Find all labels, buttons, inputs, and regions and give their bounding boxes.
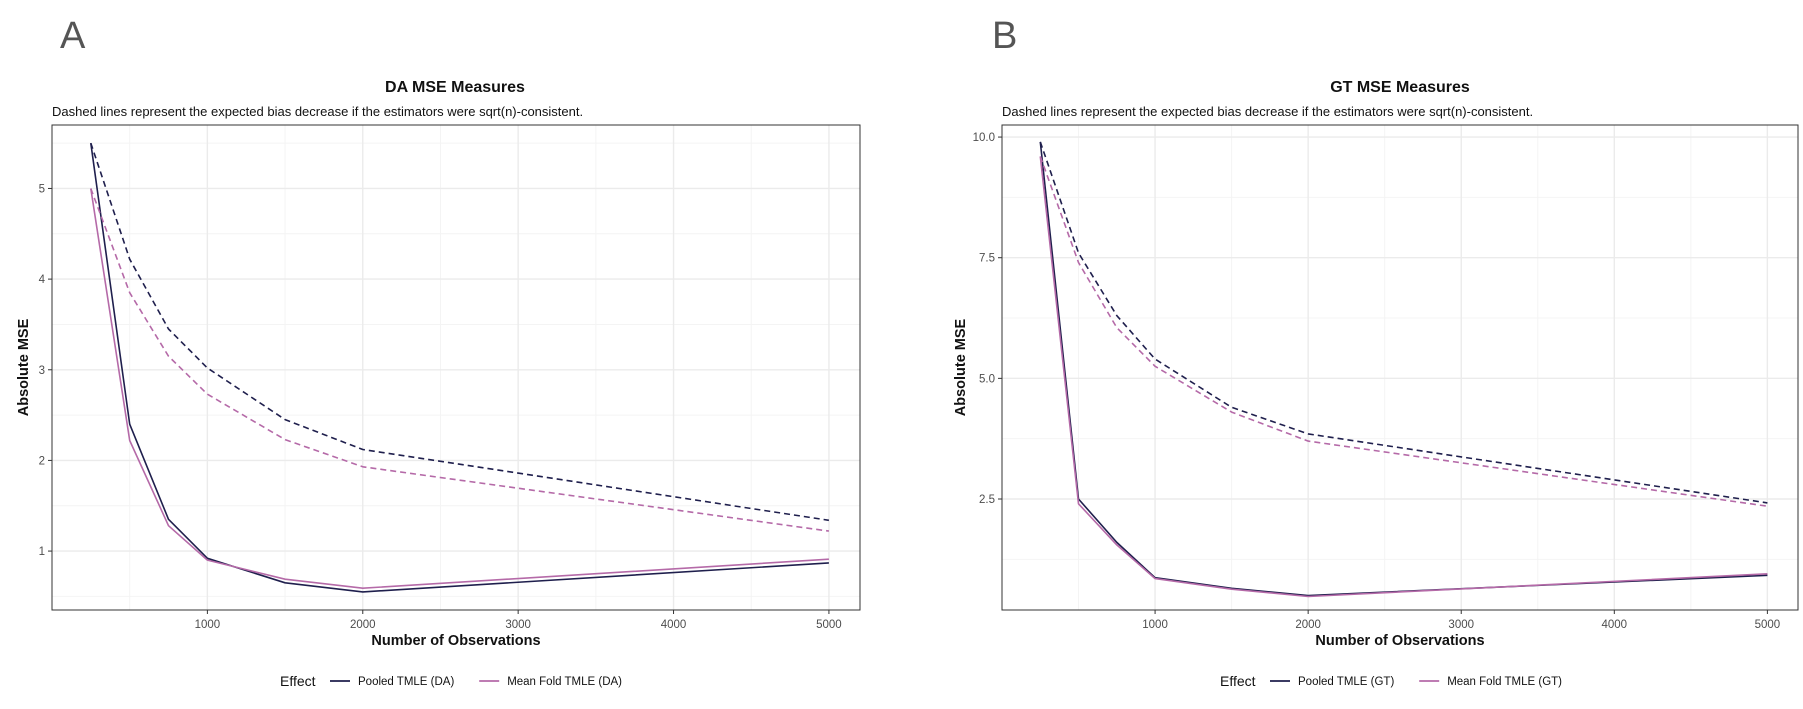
panel-a: A DA MSE Measures Dashed lines represent t… — [16, 15, 861, 689]
x-tick-label: 3000 — [505, 619, 531, 631]
chart-subtitle: Dashed lines represent the expected bias… — [1002, 104, 1533, 119]
legend-entry: Pooled TMLE (DA) — [358, 676, 454, 688]
series-line-solid-pooled — [90, 142, 829, 593]
panel-b: B GT MSE Measures Dashed lines represent t… — [953, 15, 1799, 689]
y-tick-label: 5 — [39, 183, 45, 195]
y-tick-label: 10.0 — [973, 132, 995, 144]
chart-title: GT MSE Measures — [1330, 79, 1470, 96]
x-tick-label: 5000 — [1755, 619, 1781, 631]
x-tick-label: 2000 — [350, 619, 376, 631]
series-lines — [90, 142, 830, 593]
plot-background — [1002, 125, 1798, 610]
panel-letter: A — [60, 15, 86, 57]
x-tick-label: 5000 — [816, 619, 842, 631]
x-axis-label: Number of Observations — [371, 633, 540, 649]
y-axis-label: Absolute MSE — [16, 318, 32, 416]
legend: Effect Pooled TMLE (DA) Mean Fold TMLE (DA… — [280, 673, 622, 689]
series-line-dashed-meanfold — [90, 188, 830, 532]
legend-title: Effect — [1220, 673, 1256, 689]
legend: Effect Pooled TMLE (GT) Mean Fold TMLE (GT… — [1220, 673, 1562, 689]
gridlines — [1002, 125, 1798, 610]
series-line-dashed-pooled — [90, 142, 830, 522]
y-tick-label: 2.5 — [979, 494, 995, 506]
panel-letter: B — [992, 15, 1017, 57]
y-tick-label: 7.5 — [979, 253, 995, 265]
y-tick-label: 2 — [39, 455, 45, 467]
y-tick-label: 4 — [39, 274, 46, 286]
x-tick-label: 2000 — [1295, 619, 1321, 631]
y-tick-label: 5.0 — [979, 373, 995, 385]
y-tick-label: 3 — [39, 365, 45, 377]
plot-background — [52, 125, 860, 610]
series-line-solid-meanfold — [90, 188, 829, 590]
series-line-dashed-meanfold — [1039, 156, 1768, 507]
x-tick-label: 3000 — [1448, 619, 1474, 631]
series-line-solid-meanfold — [1039, 156, 1768, 598]
plot-border — [1001, 124, 1799, 611]
x-tick-label: 4000 — [661, 619, 687, 631]
series-line-dashed-pooled — [1039, 141, 1768, 504]
gridlines — [52, 125, 860, 610]
x-tick-label: 1000 — [195, 619, 221, 631]
legend-entry: Mean Fold TMLE (DA) — [507, 676, 622, 688]
plot-border — [51, 124, 861, 611]
x-tick-label: 1000 — [1142, 619, 1168, 631]
x-axis-label: Number of Observations — [1315, 633, 1484, 649]
y-tick-label: 1 — [39, 546, 45, 558]
chart-subtitle: Dashed lines represent the expected bias… — [52, 104, 583, 119]
y-axis-label: Absolute MSE — [953, 318, 969, 416]
legend-entry: Mean Fold TMLE (GT) — [1447, 676, 1562, 688]
x-tick-label: 4000 — [1602, 619, 1628, 631]
legend-entry: Pooled TMLE (GT) — [1298, 676, 1394, 688]
series-lines — [1039, 141, 1768, 598]
legend-title: Effect — [280, 673, 316, 689]
chart-title: DA MSE Measures — [385, 79, 525, 96]
